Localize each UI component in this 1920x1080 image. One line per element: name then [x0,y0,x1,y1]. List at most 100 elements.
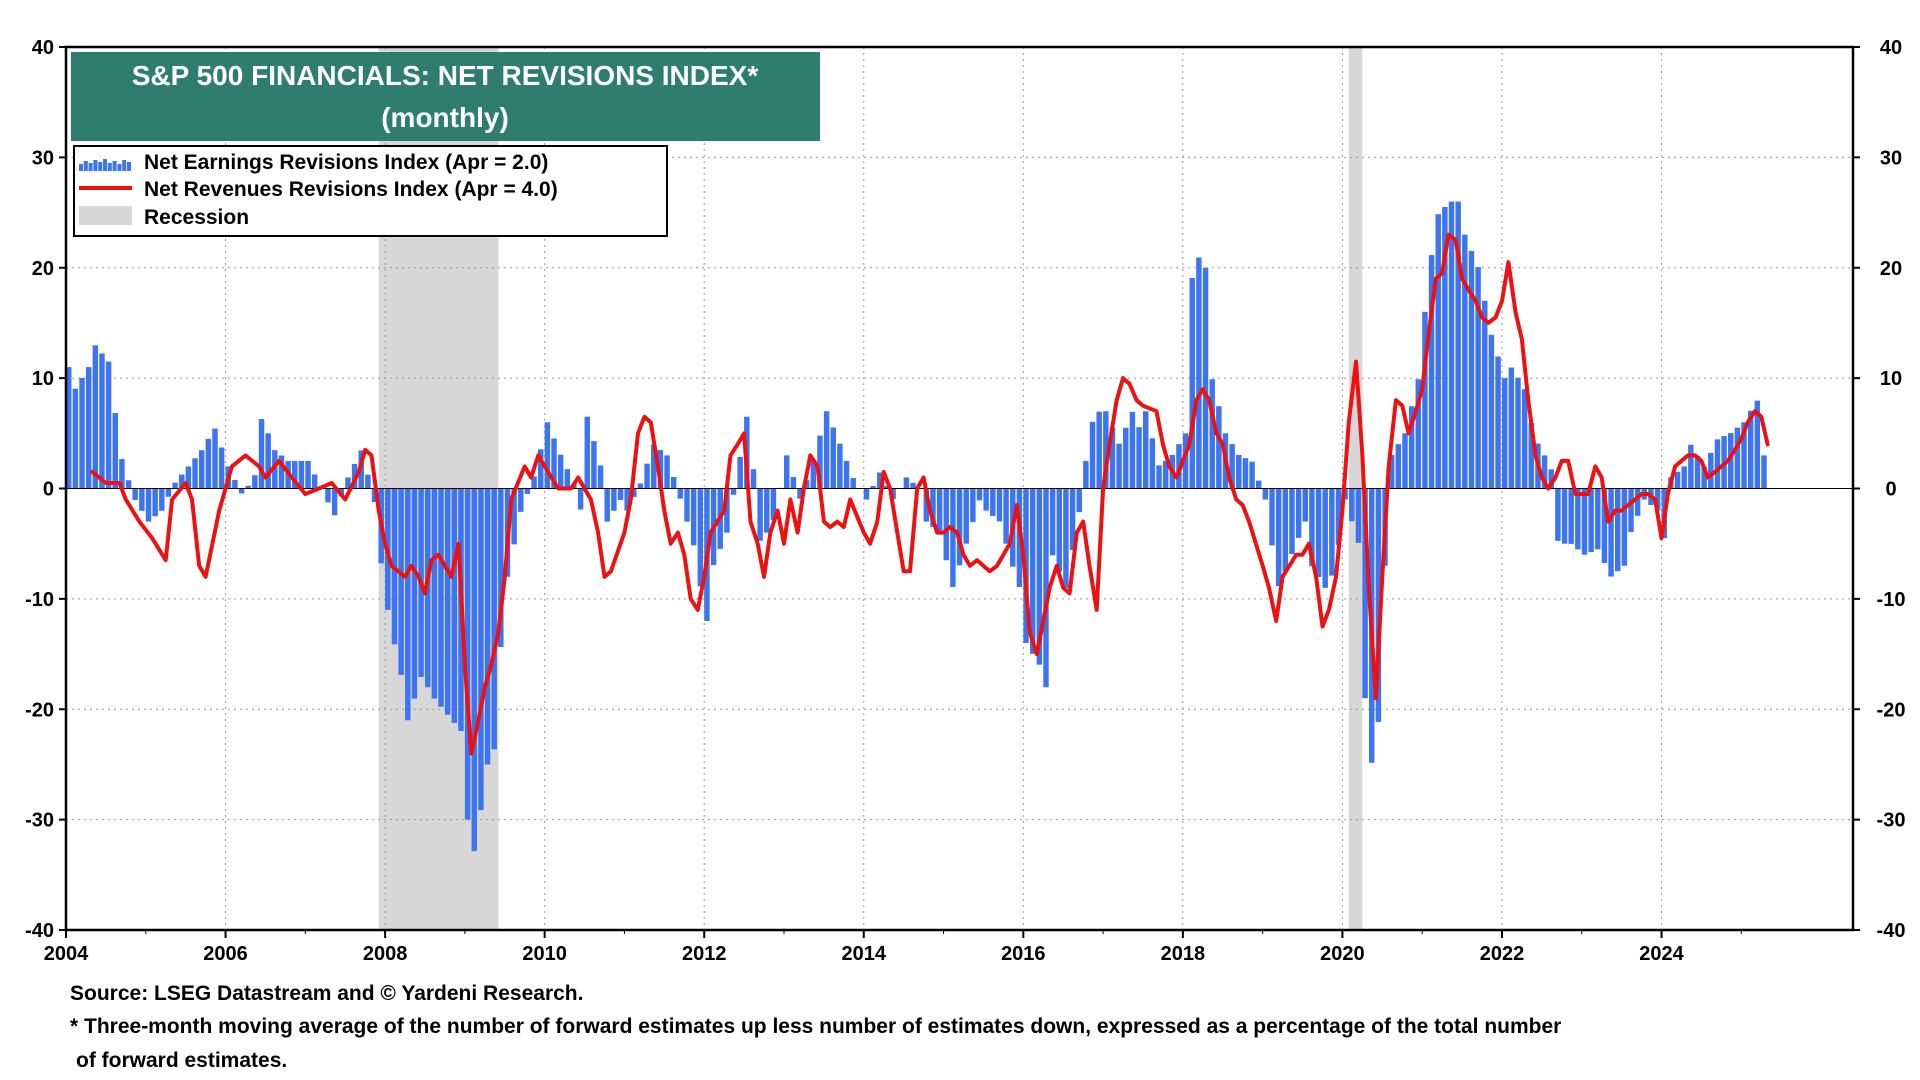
earnings-bar [1049,488,1056,556]
y-tick-label-left: 0 [43,479,54,501]
earnings-bar [1029,488,1036,654]
earnings-bar [817,435,823,489]
earnings-bar [670,477,677,489]
earnings-bar [272,450,278,489]
earnings-bar [551,438,557,489]
x-tick-label: 2016 [1001,943,1046,965]
earnings-bar [1575,488,1581,550]
earnings-bar [690,488,697,546]
earnings-bar [903,477,910,489]
earnings-bar [125,480,132,489]
y-tick-label-left: 10 [32,368,54,390]
earnings-bar [1681,466,1687,489]
legend-swatch-earnings [79,159,131,171]
x-tick-label: 2018 [1161,943,1206,965]
earnings-bar [72,388,79,489]
earnings-bar [624,488,630,511]
earnings-bar [1701,466,1707,489]
earnings-bar [923,488,930,522]
y-tick-label-right: 0 [1885,479,1896,501]
earnings-bar [205,438,212,489]
earnings-bar [996,488,1003,522]
legend-swatch-bar [83,161,88,171]
earnings-bar [1521,389,1528,489]
earnings-bar [1595,488,1601,550]
earnings-bar [165,488,172,497]
earnings-bar [976,488,983,501]
earnings-bar [584,416,590,489]
earnings-bar [1495,356,1501,489]
earnings-bar [1036,488,1043,665]
earnings-bar [1329,488,1335,576]
earnings-bar [870,486,876,489]
earnings-bar [218,447,225,489]
y-tick-label-left: -40 [25,920,54,942]
earnings-bars [66,201,1767,852]
earnings-bar [1103,411,1109,489]
earnings-bar [66,367,72,489]
earnings-bar [105,361,112,489]
earnings-bar [1149,438,1156,489]
earnings-bar [1734,427,1741,489]
chart-subtitle: (monthly) [381,102,509,133]
earnings-bar [1056,488,1063,572]
y-tick-label-right: 10 [1880,368,1902,390]
earnings-bar [325,488,331,503]
x-tick-label: 2010 [522,943,567,965]
earnings-bar [724,488,730,533]
earnings-bar [1741,422,1747,489]
earnings-bar [1388,454,1395,489]
legend-swatch-bar [88,163,93,171]
earnings-bar [1488,334,1495,489]
earnings-bar [491,488,497,750]
earnings-bar [1189,277,1195,489]
earnings-bar [631,488,637,498]
earnings-bar [930,488,936,528]
earnings-bar [1501,378,1508,489]
earnings-bar [664,455,670,489]
legend-swatch-bar [112,161,117,171]
earnings-bar [597,465,604,489]
legend: Net Earnings Revisions Index (Apr = 2.0)… [73,145,668,237]
y-tick-label-left: 40 [32,37,54,59]
earnings-bar [1275,488,1282,587]
earnings-bar [484,488,491,765]
earnings-bar [1249,461,1255,489]
earnings-bar [1541,455,1548,489]
earnings-bar [810,459,817,489]
earnings-bar [1089,421,1096,489]
earnings-bar [564,469,571,489]
earnings-bar [1309,488,1315,567]
earnings-bar [1349,488,1355,522]
earnings-bar [464,488,471,820]
earnings-bar [783,455,790,489]
earnings-bar [684,488,690,522]
earnings-bar [1289,488,1295,555]
legend-swatch-bar [107,163,112,171]
earnings-bar [1515,377,1521,489]
earnings-bar [1395,444,1402,489]
earnings-bar [1162,460,1169,489]
earnings-bar [518,488,524,512]
earnings-bar [1728,433,1734,489]
earnings-bar [1422,311,1428,489]
earnings-bar [1428,255,1435,489]
y-tick-label-right: -40 [1877,920,1906,942]
earnings-bar [877,472,883,489]
earnings-bar [1621,488,1628,566]
earnings-bar [1096,411,1102,489]
earnings-bar [843,460,850,489]
earnings-bar [1315,488,1322,578]
earnings-bar [1355,488,1362,543]
source-note: Source: LSEG Datastream and © Yardeni Re… [70,982,584,1005]
earnings-bar [258,419,265,489]
earnings-bar [1448,201,1455,489]
legend-swatch-bar [103,159,107,171]
legend-swatch-bar [127,162,131,171]
x-tick-label: 2024 [1639,943,1684,965]
earnings-bar [1269,488,1275,546]
earnings-bar [910,482,916,489]
earnings-bar [1581,488,1588,555]
earnings-bar [311,474,318,489]
earnings-bar [1069,488,1076,550]
